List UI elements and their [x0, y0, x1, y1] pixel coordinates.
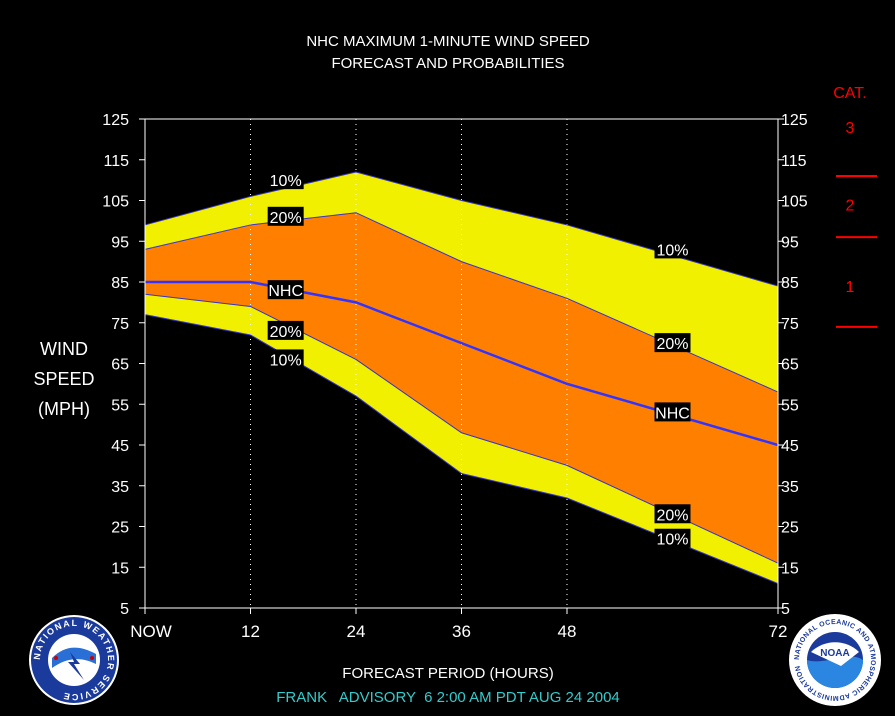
- y-tick-label-left-115: 115: [103, 153, 129, 170]
- band-label-bg-7: [654, 402, 691, 422]
- y-axis-label-line-0: WIND: [40, 339, 88, 359]
- nws-star-left-icon: [54, 656, 58, 660]
- y-tick-label-left-5: 5: [120, 601, 129, 618]
- band-label-bg-6: [654, 333, 691, 353]
- series-nhc: [145, 280, 779, 447]
- band-label-bg-4: [267, 349, 304, 369]
- band-20: [145, 212, 778, 564]
- band-label-8: 20%: [656, 507, 688, 524]
- chart-title: NHC MAXIMUM 1-MINUTE WIND SPEED: [306, 33, 590, 50]
- probability-bands: [145, 171, 778, 584]
- forecast-lines: [144, 171, 779, 585]
- y-tick-label-right-45: 45: [781, 438, 799, 455]
- x-tick-label-72: 72: [769, 622, 788, 641]
- band-label-4: 10%: [270, 352, 302, 369]
- x-tick-label-48: 48: [558, 622, 577, 641]
- band-label-3: 20%: [270, 324, 302, 341]
- y-tick-label-right-105: 105: [781, 194, 808, 211]
- y-tick-label-left-125: 125: [102, 112, 129, 129]
- series-edge-lower20: [144, 293, 779, 564]
- band-lower-10: [145, 294, 778, 584]
- y-tick-label-left-85: 85: [111, 275, 129, 292]
- category-label-1: 1: [846, 279, 855, 296]
- nws-star-right-icon: [90, 656, 94, 660]
- band-label-6: 20%: [656, 336, 688, 353]
- band-upper-10: [145, 171, 778, 393]
- x-axis-label: FORECAST PERIOD (HOURS): [342, 665, 553, 682]
- noaa-wave-icon: [807, 656, 863, 688]
- y-axis-label-line-2: (MPH): [38, 399, 90, 419]
- y-tick-label-left-35: 35: [111, 479, 129, 496]
- band-label-7: NHC: [655, 405, 690, 422]
- series-edge-upper10: [144, 171, 779, 287]
- noaa-gull-icon: [811, 642, 859, 666]
- y-tick-label-left-65: 65: [111, 357, 129, 374]
- y-axis-label: WIND SPEED (MPH): [33, 339, 94, 419]
- y-tick-label-left-45: 45: [111, 438, 129, 455]
- category-label-2: 2: [846, 198, 855, 215]
- category-scale: CAT. 3 2 1: [833, 85, 877, 328]
- y-tick-label-left-75: 75: [111, 316, 129, 333]
- y-tick-label-left-105: 105: [102, 194, 129, 211]
- band-label-bg-9: [654, 528, 691, 548]
- band-label-2: NHC: [268, 283, 303, 300]
- x-tick-label-36: 36: [452, 622, 471, 641]
- band-label-bg-8: [654, 504, 691, 524]
- band-label-bg-3: [267, 320, 304, 340]
- y-tick-label-right-115: 115: [781, 153, 807, 170]
- y-tick-label-right-65: 65: [781, 357, 799, 374]
- y-tick-label-left-15: 15: [111, 560, 129, 577]
- y-tick-label-left-95: 95: [111, 234, 129, 251]
- y-tick-label-right-35: 35: [781, 479, 799, 496]
- y-tick-label-right-85: 85: [781, 275, 799, 292]
- y-axis-label-line-1: SPEED: [33, 369, 94, 389]
- y-tick-label-right-75: 75: [781, 316, 799, 333]
- band-label-1: 20%: [270, 210, 302, 227]
- y-tick-label-left-25: 25: [111, 520, 129, 537]
- y-tick-label-right-55: 55: [781, 397, 799, 414]
- y-tick-label-right-125: 125: [781, 112, 808, 129]
- noaa-logo: NATIONAL OCEANIC AND ATMOSPHERIC ADMINIS…: [789, 614, 881, 706]
- y-tick-label-right-15: 15: [781, 560, 799, 577]
- series-edge-upper20: [144, 212, 779, 393]
- band-labels: 10% 20% NHC 20% 10% 10% 20% NHC 20% 10%: [267, 170, 691, 549]
- noaa-badge: NOAA: [820, 648, 849, 659]
- band-label-9: 10%: [656, 532, 688, 549]
- x-tick-label-24: 24: [347, 622, 366, 641]
- y-tick-label-right-25: 25: [781, 520, 799, 537]
- advisory-footer: FRANK ADVISORY 6 2:00 AM PDT AUG 24 2004: [276, 689, 620, 706]
- band-label-bg-2: [267, 280, 304, 300]
- x-tick-label-NOW: NOW: [130, 622, 172, 641]
- x-tick-label-12: 12: [241, 622, 260, 641]
- band-label-bg-5: [654, 239, 691, 259]
- category-heading: CAT.: [833, 85, 866, 102]
- band-label-bg-0: [267, 170, 304, 190]
- y-tick-label-left-55: 55: [111, 397, 129, 414]
- band-label-bg-1: [267, 206, 304, 226]
- band-label-0: 10%: [270, 173, 302, 190]
- nws-logo: NATIONAL WEATHER SERVICE: [29, 615, 119, 705]
- y-tick-label-right-95: 95: [781, 234, 799, 251]
- series-edge-lower10: [144, 314, 779, 585]
- chart-subtitle: FORECAST AND PROBABILITIES: [331, 55, 564, 72]
- y-tick-label-right-5: 5: [781, 601, 790, 618]
- category-label-3: 3: [846, 120, 855, 137]
- band-label-5: 10%: [656, 242, 688, 259]
